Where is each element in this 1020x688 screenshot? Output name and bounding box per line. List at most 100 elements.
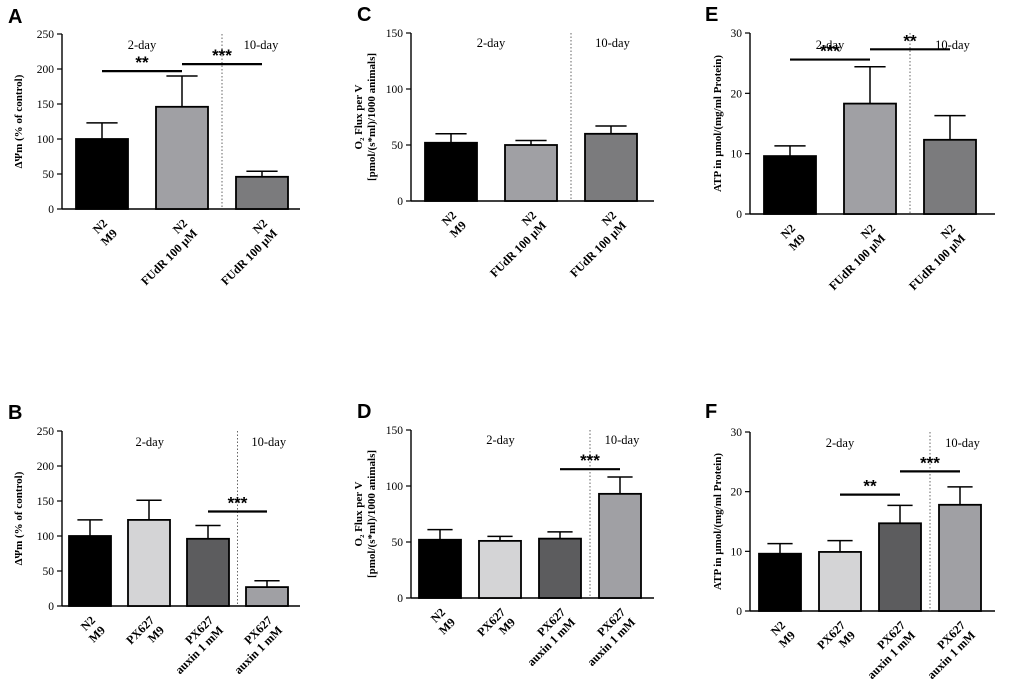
y-axis-label: [pmol/(s*ml)/1000 animals] bbox=[366, 53, 378, 181]
y-tick-label: 50 bbox=[43, 566, 55, 578]
panel-letter: C bbox=[357, 4, 371, 26]
bar bbox=[75, 138, 129, 210]
age-group-label: 2-day bbox=[477, 36, 506, 50]
y-axis-label: ΔΨm (% of control) bbox=[13, 74, 25, 168]
age-group-label: 10-day bbox=[605, 433, 640, 447]
panel-letter: E bbox=[705, 4, 718, 26]
panel-letter: B bbox=[8, 402, 22, 424]
chart-panel-e: E 0 10 20 30 ATP in µmol/(mg/ml Protein) 2-day… bbox=[705, 4, 995, 293]
age-group-label: 2-day bbox=[816, 38, 845, 52]
significance-label: *** bbox=[212, 46, 232, 65]
y-tick-label: 50 bbox=[392, 537, 404, 549]
age-group-label: 2-day bbox=[826, 436, 855, 450]
bar bbox=[878, 522, 922, 612]
significance-label: *** bbox=[580, 451, 600, 470]
bar bbox=[763, 155, 817, 215]
age-group-label: 10-day bbox=[251, 435, 286, 449]
y-tick-label: 100 bbox=[386, 481, 404, 493]
significance-label: *** bbox=[820, 42, 840, 61]
y-tick-label: 200 bbox=[37, 461, 55, 473]
bar bbox=[758, 552, 802, 612]
y-tick-label: 0 bbox=[397, 196, 403, 208]
y-tick-label: 150 bbox=[386, 425, 404, 437]
bar bbox=[938, 503, 982, 612]
y-axis-label: ΔΨm (% of control) bbox=[13, 471, 25, 565]
bar bbox=[923, 138, 977, 215]
y-tick-label: 0 bbox=[397, 593, 403, 605]
age-group-label: 10-day bbox=[945, 436, 980, 450]
age-group-label: 2-day bbox=[128, 38, 157, 52]
bar bbox=[424, 141, 478, 202]
bar bbox=[818, 551, 862, 612]
bar bbox=[127, 519, 171, 607]
significance-label: *** bbox=[920, 453, 940, 472]
age-group-label: 10-day bbox=[244, 38, 279, 52]
significance-label: ** bbox=[903, 31, 917, 50]
x-category-text: FUdR 100 µM bbox=[487, 218, 549, 280]
x-category-text: FUdR 100 µM bbox=[906, 231, 968, 293]
y-tick-label: 250 bbox=[37, 29, 55, 41]
y-tick-label: 100 bbox=[37, 531, 55, 543]
y-tick-label: 10 bbox=[731, 546, 743, 558]
bar bbox=[418, 538, 462, 599]
y-axis-label: ATP in µmol/(mg/ml Protein) bbox=[712, 55, 724, 192]
x-category-text: FUdR 100 µM bbox=[218, 226, 280, 288]
y-axis-label: ATP in µmol/(mg/ml Protein) bbox=[712, 453, 724, 590]
y-tick-label: 20 bbox=[731, 88, 743, 100]
bar bbox=[245, 586, 289, 607]
y-tick-label: 0 bbox=[736, 209, 742, 221]
panel-letter: D bbox=[357, 401, 371, 423]
x-category-text: FUdR 100 µM bbox=[138, 226, 200, 288]
age-group-label: 10-day bbox=[595, 36, 630, 50]
y-tick-label: 150 bbox=[37, 99, 55, 111]
chart-panel-b: B 0 50 100 150 200 250 ΔΨm (% of control) 2-day 1… bbox=[8, 402, 300, 677]
bar bbox=[598, 492, 642, 599]
y-axis-label: [pmol/(s*ml)/1000 animals] bbox=[366, 450, 378, 578]
age-group-label: 2-day bbox=[136, 435, 165, 449]
y-tick-label: 20 bbox=[731, 487, 743, 499]
y-tick-label: 100 bbox=[386, 84, 404, 96]
bar bbox=[478, 539, 522, 599]
chart-panel-c: C 0 50 100 150 O₂ Flux per V [pmol/(s*ml)/1000… bbox=[353, 4, 654, 280]
bar bbox=[155, 105, 209, 210]
bar bbox=[538, 537, 582, 599]
y-tick-label: 30 bbox=[731, 427, 743, 439]
panel-letter: A bbox=[8, 6, 22, 28]
bar bbox=[843, 102, 897, 215]
y-tick-label: 250 bbox=[37, 426, 55, 438]
y-tick-label: 150 bbox=[37, 496, 55, 508]
chart-panel-d: D 0 50 100 150 O₂ Flux per V [pmol/(s*ml)/1000… bbox=[353, 401, 654, 669]
y-tick-label: 200 bbox=[37, 64, 55, 76]
x-category-text: FUdR 100 µM bbox=[826, 231, 888, 293]
bar bbox=[186, 537, 230, 607]
y-tick-label: 150 bbox=[386, 28, 404, 40]
y-tick-label: 0 bbox=[48, 601, 54, 613]
significance-label: *** bbox=[228, 494, 248, 513]
y-tick-label: 0 bbox=[736, 606, 742, 618]
y-tick-label: 10 bbox=[731, 149, 743, 161]
significance-label: ** bbox=[863, 477, 877, 496]
y-tick-label: 50 bbox=[392, 140, 404, 152]
age-group-label: 2-day bbox=[486, 433, 515, 447]
panel-letter: F bbox=[705, 401, 717, 423]
bar bbox=[68, 535, 112, 607]
